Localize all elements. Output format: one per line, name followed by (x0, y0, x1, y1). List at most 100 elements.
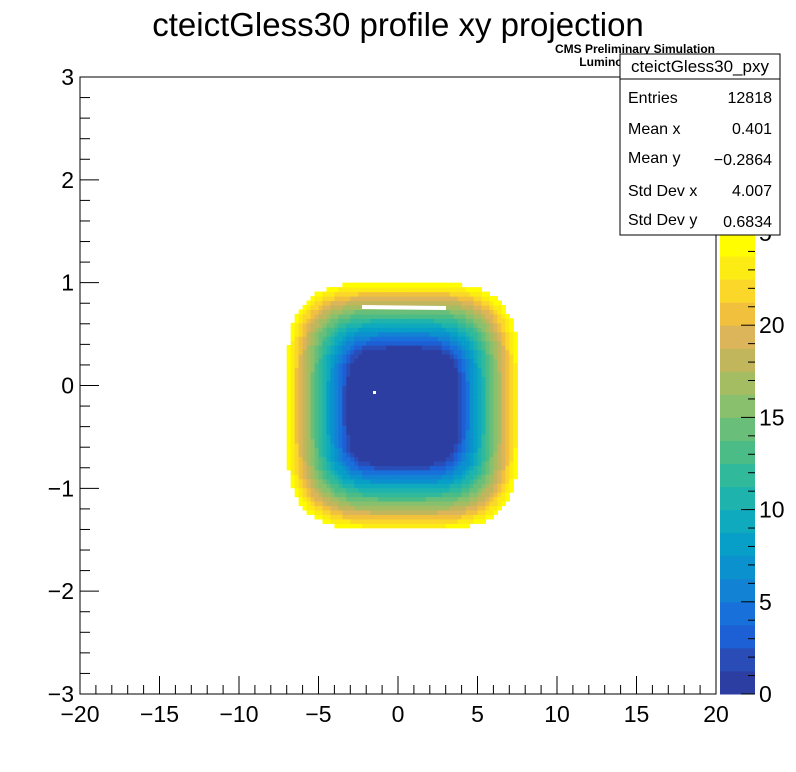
color-scale-segment (720, 417, 755, 441)
heatmap-cell (318, 443, 324, 449)
heatmap-cell (378, 407, 383, 413)
heatmap-cell (405, 380, 411, 386)
heatmap-cell (366, 331, 371, 337)
heatmap-cell (477, 313, 483, 319)
heatmap-cell (370, 447, 375, 453)
heatmap-cell (481, 465, 487, 471)
heatmap-cell (366, 416, 371, 422)
heatmap-cell (489, 443, 494, 449)
heatmap-cell (346, 483, 351, 489)
heatmap-cell (390, 318, 395, 324)
heatmap-cell (318, 398, 324, 404)
heatmap-cell (497, 443, 502, 449)
heatmap-cell (437, 460, 443, 466)
heatmap-cell (306, 411, 312, 417)
heatmap-cell (493, 407, 498, 413)
heatmap-cell (354, 300, 359, 306)
heatmap-cell (421, 496, 427, 502)
heatmap-cell (286, 429, 292, 435)
heatmap-cell (398, 434, 403, 440)
heatmap-cell (457, 291, 463, 297)
heatmap-cell (461, 394, 467, 400)
heatmap-cell (358, 385, 363, 391)
heatmap-cell (473, 349, 479, 355)
heatmap-cell (350, 483, 355, 489)
heatmap-cell (366, 336, 371, 342)
heatmap-cell (461, 353, 467, 360)
heatmap-cell (306, 505, 312, 511)
heatmap-cell (497, 389, 502, 395)
heatmap-cell (394, 487, 399, 493)
heatmap-cell (485, 483, 491, 489)
heatmap-cell (405, 434, 411, 440)
heatmap-cell (310, 313, 316, 319)
heatmap-cell (390, 514, 395, 520)
heatmap-cell (425, 434, 431, 440)
heatmap-cell (314, 309, 320, 315)
heatmap-cell (461, 300, 467, 306)
heatmap-cell (370, 483, 375, 489)
heatmap-cell (485, 362, 491, 368)
heatmap-cell (370, 434, 375, 440)
heatmap-cell (314, 353, 320, 360)
heatmap-cell (413, 496, 419, 502)
heatmap-cell (469, 447, 475, 453)
heatmap-cell (433, 456, 439, 462)
heatmap-cell (469, 420, 475, 426)
heatmap-cell (374, 367, 379, 373)
heatmap-cell (429, 425, 435, 431)
heatmap-cell (350, 509, 355, 515)
heatmap-cell (382, 514, 387, 520)
heatmap-cell (334, 394, 339, 400)
heatmap-cell (505, 345, 510, 351)
heatmap-cell (441, 389, 447, 395)
heatmap-cell (421, 456, 427, 462)
heatmap-cell (294, 407, 300, 413)
heatmap-cell (429, 451, 435, 458)
heatmap-cell (286, 371, 292, 377)
heatmap-cell (398, 416, 403, 422)
heatmap-cell (417, 282, 423, 288)
heatmap-cell (473, 402, 479, 409)
heatmap-cell (358, 496, 363, 502)
heatmap-cell (433, 313, 439, 319)
heatmap-cell (354, 509, 359, 515)
heatmap-cell (513, 434, 518, 440)
heatmap-cell (457, 296, 463, 302)
heatmap-cell (493, 358, 498, 364)
heatmap-cell (457, 420, 463, 426)
heatmap-cell (417, 309, 423, 315)
heatmap-cell (350, 469, 355, 475)
heatmap-cell (509, 380, 514, 386)
heatmap-cell (354, 313, 359, 319)
heatmap-cell (465, 496, 471, 502)
heatmap-cell (433, 487, 439, 493)
heatmap-cell (421, 460, 427, 466)
heatmap-cell (390, 296, 395, 302)
heatmap-cell (497, 358, 502, 364)
heatmap-cell (322, 420, 328, 426)
heatmap-cell (461, 291, 467, 297)
heatmap-cell (445, 434, 451, 440)
heatmap-cell (366, 389, 371, 395)
heatmap-cell (358, 478, 363, 484)
color-scale-segment (720, 233, 755, 257)
heatmap-cell (342, 287, 347, 293)
heatmap-cell (497, 478, 502, 484)
heatmap-cell (346, 358, 351, 364)
heatmap-cell (465, 318, 471, 324)
y-tick-label: 1 (61, 270, 74, 296)
heatmap-cell (461, 438, 467, 444)
heatmap-cell (433, 407, 439, 413)
heatmap-cell (390, 456, 395, 462)
heatmap-cell (330, 447, 335, 453)
x-tick-label: −5 (305, 701, 331, 727)
heatmap-cell (318, 367, 324, 373)
heatmap-cell (318, 407, 324, 413)
heatmap-cell (382, 345, 387, 351)
heatmap-cell (441, 478, 447, 484)
heatmap-cell (298, 313, 304, 319)
heatmap-cell (362, 469, 367, 475)
heatmap-cell (294, 411, 300, 417)
heatmap-cell (477, 411, 483, 417)
